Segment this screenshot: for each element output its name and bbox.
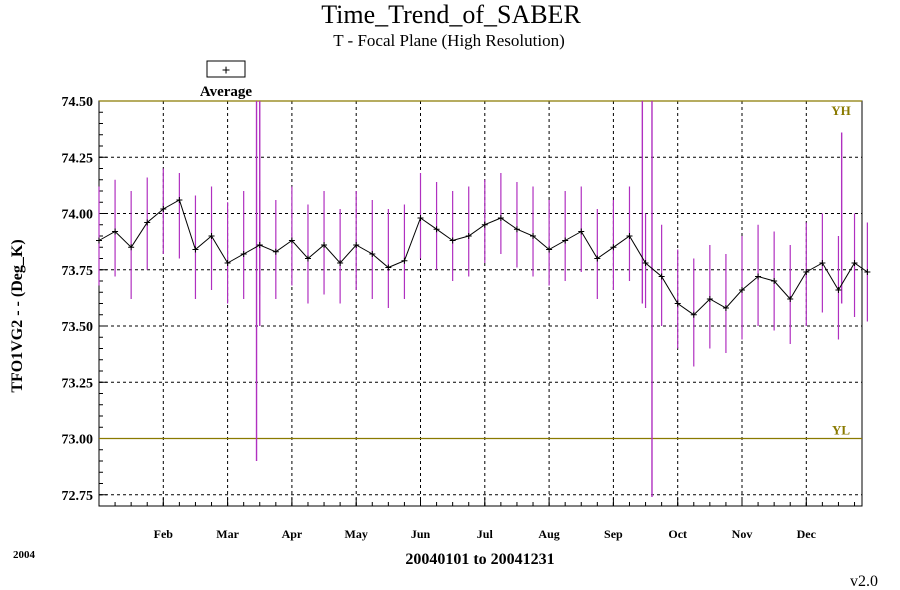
x-tick-label: Jun: [411, 527, 431, 541]
y-tick-label: 73.25: [62, 376, 94, 391]
spike-series: [98, 101, 868, 497]
y-tick-label: 73.50: [62, 320, 94, 335]
y-tick-label: 74.50: [62, 95, 94, 110]
x-tick-label: Feb: [154, 527, 174, 541]
x-tick-label: Mar: [216, 527, 239, 541]
y-tick-label: 72.75: [62, 489, 94, 504]
average-line: [98, 199, 868, 316]
version-label: v2.0: [850, 573, 878, 590]
x-tick-label: Apr: [282, 527, 303, 541]
legend-symbol: +: [222, 63, 231, 79]
x-tick-label: Nov: [732, 527, 753, 541]
y-tick-labels: 74.50 74.25 74.00 73.75 73.50 73.25 73.00 72.75: [62, 95, 94, 504]
x-tick-label: Sep: [604, 527, 623, 541]
x-tick-label: Aug: [538, 527, 559, 541]
x-tick-label: May: [345, 527, 368, 541]
minor-ticks: [98, 100, 856, 507]
x-tick-label: Oct: [668, 527, 687, 541]
average-series: [96, 197, 871, 318]
y-tick-label: 74.00: [62, 208, 94, 223]
x-tick-labels: Feb Mar Apr May Jun Jul Aug Sep Oct Nov Dec: [154, 527, 817, 541]
chart-subtitle: T - Focal Plane (High Resolution): [333, 31, 565, 50]
limit-label: YH: [831, 103, 851, 118]
x-tick-label: Dec: [797, 527, 817, 541]
year-label: 2004: [13, 549, 36, 561]
plot-frame: [98, 100, 863, 507]
y-tick-label: 74.25: [62, 151, 94, 166]
legend-label: Average: [200, 84, 253, 100]
chart-title: Time_Trend_of_SABER: [321, 0, 581, 29]
y-axis-label: TFO1VG2 - - (Deg_K): [9, 239, 26, 392]
legend-box: [206, 60, 246, 78]
x-tick-label: Jul: [477, 527, 494, 541]
limit-label: YL: [832, 423, 850, 438]
limit-lines: YH YL: [99, 100, 862, 440]
y-tick-label: 73.00: [62, 433, 94, 448]
legend: + Average: [200, 60, 253, 100]
y-tick-label: 73.75: [62, 264, 94, 279]
grid: [99, 100, 862, 506]
x-axis-label: 20040101 to 20041231: [405, 551, 554, 568]
